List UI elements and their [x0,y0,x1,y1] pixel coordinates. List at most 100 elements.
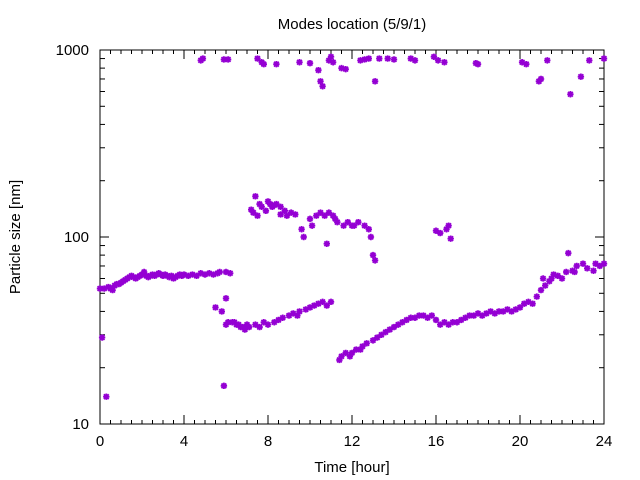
data-point [495,308,503,315]
data-point [338,64,345,72]
data-point [491,310,498,317]
data-point [563,268,570,276]
data-point [287,209,295,216]
data-point [533,293,540,300]
data-point [357,57,364,64]
data-point [256,200,263,208]
data-point [308,222,316,229]
axis-tick-labels: 0 4 8 12 16 20 24 10 100 1000 [56,42,613,450]
data-point [281,207,288,215]
data-point [584,265,591,272]
data-point [323,302,330,309]
data-point [516,304,524,311]
data-point [374,334,381,341]
data-point [353,346,360,353]
y-tick-label: 10 [72,416,89,433]
data-point [558,275,566,282]
data-point [420,312,427,319]
data-point [479,312,486,319]
data-point [518,59,526,66]
data-point [361,222,368,229]
data-point [250,209,257,216]
data-point [271,319,278,326]
data-point [537,75,545,83]
data-point [546,278,553,285]
data-point [573,262,580,270]
data-point [416,312,423,319]
data-point [193,272,200,280]
data-point [542,282,549,289]
data-point [294,312,301,319]
y-tick-label: 100 [64,229,89,246]
data-point [216,268,223,276]
data-point [321,212,328,219]
data-point [334,218,341,226]
data-point [371,78,379,85]
data-point [432,316,440,324]
data-point [101,285,108,292]
data-point [411,314,419,321]
x-tick-label: 12 [344,433,361,450]
data-point [302,306,309,313]
data-point [317,209,324,216]
data-point [369,337,377,344]
data-point [252,193,259,200]
data-point [390,56,398,63]
data-point [376,55,383,62]
data-point [466,312,473,319]
data-point [313,212,320,219]
data-point [350,222,358,229]
x-tick-label: 8 [264,433,272,450]
data-point [197,270,204,277]
data-point [344,218,351,226]
data-point [453,319,461,326]
data-point [338,353,345,360]
data-point [537,286,545,294]
data-point [329,59,337,66]
data-point [369,251,377,259]
data-point [474,310,482,317]
data-point [365,55,372,62]
data-point [306,215,314,223]
data-point [285,312,293,319]
y-tick-label: 1000 [56,42,89,59]
data-point [378,331,385,338]
data-point [565,249,572,257]
data-point [220,382,228,390]
data-point [298,226,305,233]
data-point [567,91,574,98]
data-point [407,314,414,321]
data-point [218,308,225,315]
data-point [260,319,267,326]
data-point [550,271,557,278]
data-point [361,56,368,63]
data-point [544,57,551,64]
data-point [210,271,217,278]
data-point [359,343,366,350]
data-point [319,83,326,90]
data-point [554,272,561,280]
data-point [277,203,284,211]
data-point [290,310,297,317]
x-tick-label: 24 [596,433,613,450]
data-point [180,271,188,278]
data-point [98,334,106,341]
data-point [411,57,419,64]
data-point [367,233,375,241]
data-point [342,65,349,73]
data-point [241,326,249,333]
data-point [258,203,265,211]
data-point [325,57,333,64]
data-point [96,285,104,292]
data-point [447,235,454,242]
data-point [199,55,207,62]
data-point [245,323,253,331]
data-point [103,393,110,400]
data-point [399,319,406,326]
data-point [332,215,339,223]
data-point [592,260,599,267]
data-point [327,298,335,306]
data-point [441,59,448,66]
data-point [548,275,555,282]
